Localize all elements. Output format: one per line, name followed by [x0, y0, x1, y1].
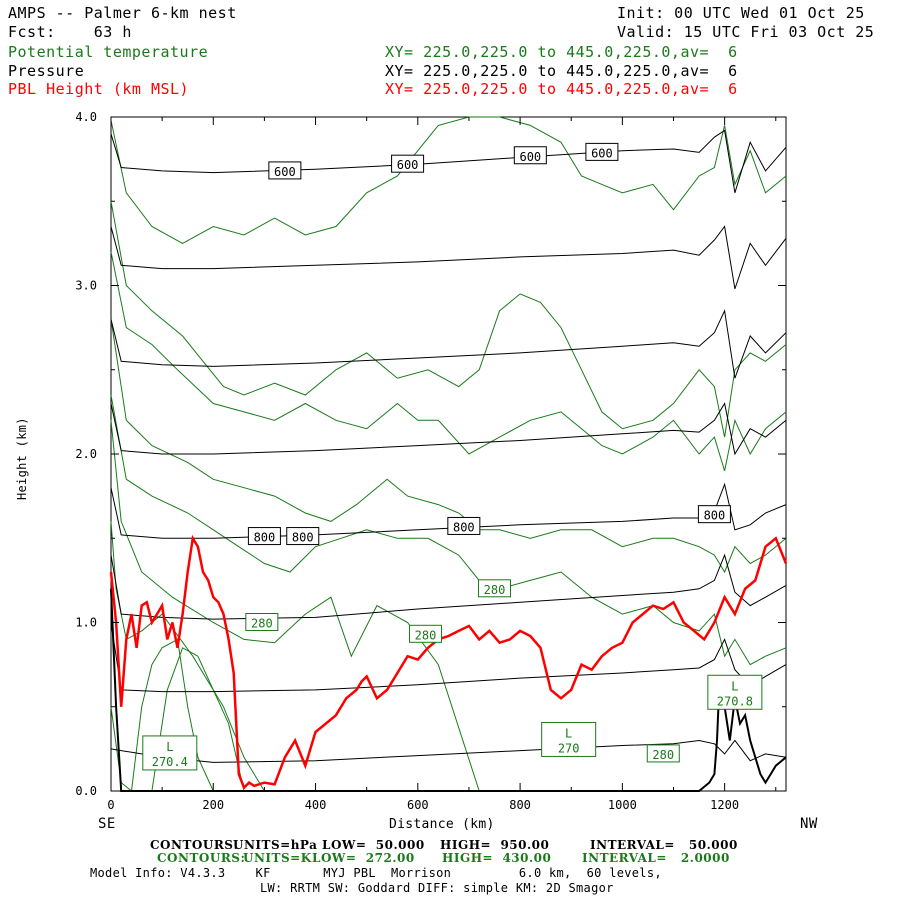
- y-tick-label-2: 2.0: [75, 447, 97, 461]
- model-title: AMPS -- Palmer 6-km nest: [8, 4, 237, 22]
- contour-label-theta-8: 280: [251, 617, 273, 631]
- contour-label-box: [247, 527, 281, 546]
- x-tick-label-0: 0: [107, 798, 114, 812]
- contour-label-box: [408, 624, 442, 643]
- contour-label-box: [286, 527, 320, 546]
- pressure-contour-600: [110, 129, 787, 193]
- pressure-contours-low: LOW= 50.000: [322, 838, 425, 852]
- theta-contours-interval: INTERVAL= 2.0000: [582, 851, 730, 865]
- contour-label-theta-10: 280: [484, 583, 506, 597]
- contour-label-pressure-5: 800: [292, 531, 314, 545]
- contour-label-box: [646, 744, 680, 763]
- theta-contour-300: [110, 116, 787, 244]
- right-end-label: NW: [800, 816, 818, 832]
- extremum-value-0: 270.4: [152, 755, 188, 769]
- contour-label-box: [447, 516, 481, 535]
- contour-label-box: [268, 161, 302, 180]
- pbl-height-line: [109, 534, 788, 790]
- field-pbl-xy: XY= 225.0,225.0 to 445.0,225.0,av= 6: [385, 80, 738, 98]
- contour-label-box: [391, 154, 425, 173]
- physics-info: LW: RRTM SW: Goddard DIFF: simple KM: 2D…: [260, 881, 614, 895]
- y-tick-label-0: 0.0: [75, 784, 97, 798]
- contour-label-theta-11: 280: [652, 748, 674, 762]
- theta-contour-272: [110, 638, 214, 792]
- field-pressure-xy: XY= 225.0,225.0 to 445.0,225.0,av= 6: [385, 62, 738, 80]
- field-theta-label: Potential temperature: [8, 43, 209, 61]
- x-tick-label-1000: 1000: [608, 798, 637, 812]
- forecast-hour: Fcst: 63 h: [8, 23, 132, 41]
- theta-contours-lead: CONTOURS:: [157, 851, 246, 865]
- extremum-box: [541, 721, 597, 757]
- contour-label-box: [245, 613, 279, 631]
- terrain-line: [110, 588, 787, 792]
- pressure-contour-800: [110, 482, 787, 539]
- extremum-letter-2: L: [731, 679, 738, 693]
- contour-label-pressure-1: 600: [397, 158, 419, 172]
- pressure-contour-650: [110, 225, 787, 290]
- contour-label-pressure-7: 800: [704, 509, 726, 523]
- extremum-box: [142, 735, 198, 771]
- x-tick-label-200: 200: [202, 798, 224, 812]
- field-pressure-label: Pressure: [8, 62, 85, 80]
- extremum-letter-0: L: [166, 740, 173, 754]
- theta-contour-274: [151, 647, 245, 792]
- contour-label-pressure-6: 800: [453, 520, 475, 534]
- init-time: Init: 00 UTC Wed 01 Oct 25: [617, 4, 865, 22]
- model-info: Model Info: V4.3.3 KF MYJ PBL Morrison 6…: [90, 866, 662, 880]
- theta-contour-280: [110, 420, 480, 792]
- theta-contours-units: UNITS=K: [243, 851, 312, 865]
- field-theta-xy: XY= 225.0,225.0 to 445.0,225.0,av= 6: [385, 43, 738, 61]
- x-tick-label-800: 800: [509, 798, 531, 812]
- y-tick-label-3: 3.0: [75, 279, 97, 293]
- pressure-contours-lead: CONTOURS:: [150, 838, 239, 852]
- contour-label-pressure-3: 600: [591, 146, 613, 160]
- extremum-box: [707, 674, 763, 710]
- contour-label-box: [513, 146, 547, 165]
- contour-label-pressure-4: 800: [254, 531, 276, 545]
- y-axis-title: Height (km): [15, 417, 29, 500]
- pressure-contour-750: [110, 402, 787, 456]
- pressure-contours-interval: INTERVAL= 50.000: [590, 838, 738, 852]
- pressure-contour-900: [110, 622, 787, 693]
- pressure-contours-high: HIGH= 950.00: [440, 838, 550, 852]
- y-tick-label-1: 1.0: [75, 616, 97, 630]
- x-axis-title: Distance (km): [389, 817, 495, 832]
- y-tick-label-4: 4.0: [75, 110, 97, 124]
- contour-label-theta-9: 280: [415, 628, 437, 642]
- x-tick-label-400: 400: [305, 798, 327, 812]
- pressure-contours-units: UNITS=hPa: [233, 838, 318, 852]
- pressure-contour-700: [110, 309, 787, 379]
- extremum-letter-1: L: [565, 726, 572, 740]
- theta-contours-low: LOW= 272.00: [312, 851, 415, 865]
- x-tick-label-1200: 1200: [710, 798, 739, 812]
- left-end-label: SE: [98, 816, 116, 832]
- contour-label-box: [478, 579, 512, 598]
- contour-label-box: [697, 505, 731, 524]
- theta-contour-290: [110, 201, 787, 438]
- pressure-contour-850: [110, 553, 787, 620]
- contour-label-pressure-0: 600: [274, 165, 296, 179]
- pressure-contour-950: [110, 739, 787, 763]
- x-tick-label-600: 600: [407, 798, 429, 812]
- contour-label-box: [585, 142, 619, 161]
- extremum-value-2: 270.8: [717, 694, 753, 708]
- extremum-value-1: 270: [558, 741, 580, 755]
- contour-label-pressure-2: 600: [519, 150, 541, 164]
- valid-time: Valid: 15 UTC Fri 03 Oct 25: [617, 23, 875, 41]
- theta-contour-288: [110, 251, 787, 472]
- field-pbl-label: PBL Height (km MSL): [8, 80, 190, 98]
- theta-contours-high: HIGH= 430.00: [442, 851, 552, 865]
